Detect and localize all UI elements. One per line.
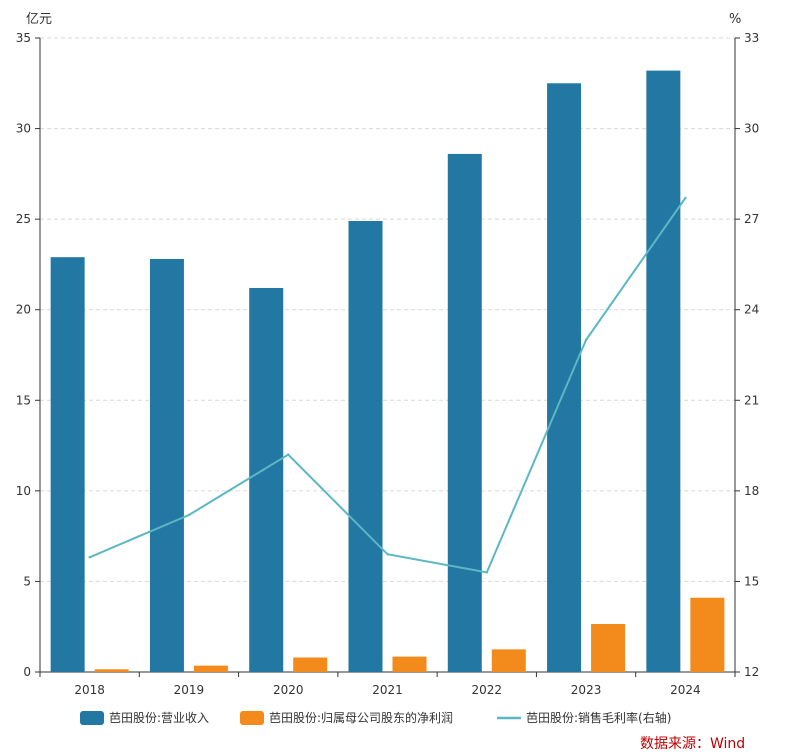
net-profit-bar bbox=[293, 657, 328, 672]
left-tick-label: 35 bbox=[16, 31, 31, 45]
right-axis-unit: % bbox=[729, 12, 741, 27]
grid-layer bbox=[40, 37, 735, 582]
net-profit-bar bbox=[392, 656, 427, 672]
gross-margin-point bbox=[584, 338, 588, 342]
revenue-bar bbox=[149, 258, 184, 672]
gross-margin-point bbox=[187, 513, 191, 517]
right-tick-label: 27 bbox=[744, 212, 759, 226]
legend-swatch bbox=[240, 711, 264, 725]
left-tick-label: 10 bbox=[16, 484, 31, 498]
x-tick-label: 2022 bbox=[472, 683, 503, 697]
line-layer bbox=[88, 196, 687, 574]
net-profit-bar bbox=[690, 597, 725, 672]
net-profit-bar bbox=[94, 669, 129, 672]
legend-label: 芭田股份:销售毛利率(右轴) bbox=[526, 710, 671, 725]
legend-gross-margin[interactable]: 芭田股份:销售毛利率(右轴) bbox=[497, 710, 671, 725]
legend-label: 芭田股份:归属母公司股东的净利润 bbox=[269, 710, 453, 725]
left-tick-label: 25 bbox=[16, 212, 31, 226]
right-tick-label: 18 bbox=[744, 484, 759, 498]
left-axis-unit: 亿元 bbox=[26, 12, 52, 27]
revenue-bar bbox=[50, 257, 85, 672]
left-tick-label: 5 bbox=[23, 574, 31, 588]
x-tick-label: 2020 bbox=[273, 683, 304, 697]
data-source-note: 数据来源：Wind bbox=[640, 736, 745, 752]
x-tick-label: 2024 bbox=[670, 683, 701, 697]
net-profit-bar bbox=[491, 649, 526, 672]
revenue-bar bbox=[249, 287, 284, 672]
revenue-bar bbox=[447, 153, 482, 673]
gross-margin-point bbox=[485, 571, 488, 574]
revenue-bar bbox=[348, 220, 383, 672]
x-tick-label: 2018 bbox=[74, 683, 105, 697]
gross-margin-point bbox=[386, 553, 389, 556]
gross-margin-point bbox=[684, 196, 687, 200]
revenue-bar bbox=[547, 83, 582, 673]
x-tick-label: 2023 bbox=[571, 683, 602, 697]
net-profit-bar bbox=[591, 623, 626, 672]
legend-label: 芭田股份:营业收入 bbox=[109, 711, 209, 725]
right-tick-label: 24 bbox=[744, 303, 759, 317]
left-tick-label: 0 bbox=[23, 665, 31, 679]
right-tick-label: 12 bbox=[744, 665, 759, 679]
left-tick-label: 20 bbox=[16, 303, 31, 317]
x-tick-label: 2021 bbox=[372, 683, 403, 697]
left-tick-label: 15 bbox=[16, 393, 31, 407]
left-tick-label: 30 bbox=[16, 122, 31, 136]
right-tick-label: 30 bbox=[744, 122, 759, 136]
gross-margin-point bbox=[88, 556, 91, 559]
legend-net-profit[interactable]: 芭田股份:归属母公司股东的净利润 bbox=[240, 710, 453, 725]
right-tick-label: 21 bbox=[744, 393, 759, 407]
net-profit-bar bbox=[193, 665, 228, 672]
legend-swatch bbox=[80, 711, 104, 725]
x-tick-label: 2019 bbox=[174, 683, 205, 697]
bar-layer bbox=[50, 70, 725, 673]
legend: 芭田股份:营业收入 芭田股份:归属母公司股东的净利润 芭田股份:销售毛利率(右轴) bbox=[80, 710, 671, 725]
axis-layer: 亿元 % 0 5 10 15 20 25 30 35 12 15 18 21 24 27 30 33 2018 2… bbox=[16, 12, 760, 697]
legend-revenue[interactable]: 芭田股份:营业收入 bbox=[80, 711, 209, 725]
right-tick-label: 15 bbox=[744, 574, 759, 588]
right-tick-label: 33 bbox=[744, 31, 759, 45]
revenue-bar bbox=[646, 70, 681, 672]
gross-margin-point bbox=[287, 453, 290, 456]
